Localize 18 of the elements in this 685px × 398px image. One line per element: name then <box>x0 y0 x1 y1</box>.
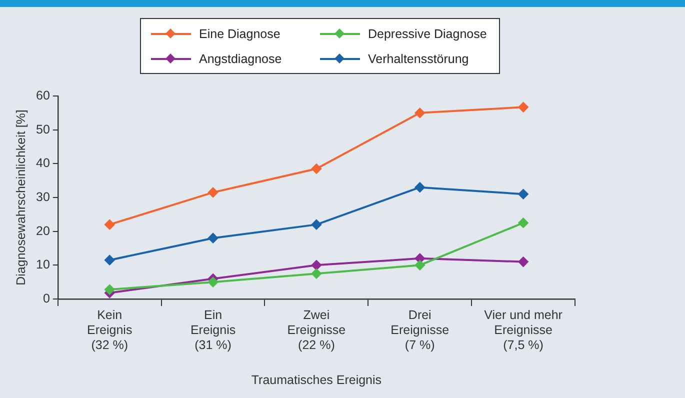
y-tick-label: 30 <box>36 190 50 204</box>
x-tick-label: Vier und mehr Ereignisse (7,5 %) <box>484 308 562 352</box>
y-tick-label: 60 <box>36 88 50 102</box>
y-tick-label: 50 <box>36 122 50 136</box>
x-tick-label: Kein Ereignis (32 %) <box>87 308 132 352</box>
legend-label: Angstdiagnose <box>199 52 282 66</box>
legend-label: Eine Diagnose <box>199 26 280 40</box>
x-tick-label: Ein Ereignis (31 %) <box>190 308 236 352</box>
y-tick-label: 20 <box>36 224 50 238</box>
legend-label: Depressive Diagnose <box>368 26 487 40</box>
x-tick-label: Drei Ereignisse (7 %) <box>390 308 450 352</box>
x-tick-label: Zwei Ereignisse (22 %) <box>287 308 346 352</box>
y-tick-label: 0 <box>42 291 50 306</box>
y-tick-label: 40 <box>36 156 50 170</box>
y-tick-label: 10 <box>36 258 50 272</box>
x-axis-title: Traumatisches Ereignis <box>251 372 382 387</box>
y-axis-title: Diagnosewahrscheinlichkeit [%] <box>14 110 28 286</box>
legend-label: Verhaltensstörung <box>368 52 469 66</box>
